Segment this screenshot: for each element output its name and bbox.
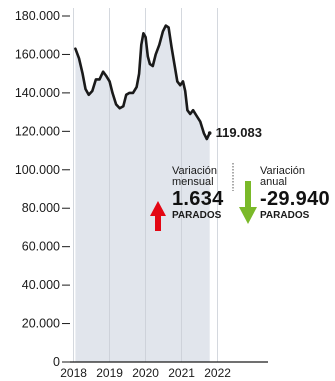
x-tick-label: 2019 [96, 366, 123, 380]
y-tick-label: 140.000 [15, 86, 60, 100]
x-tick-label: 2018 [60, 366, 87, 380]
end-value-label: 119.083 [216, 125, 262, 140]
annual-caption-line1: Variación [260, 165, 306, 177]
y-tick-label: 160.000 [15, 47, 60, 61]
x-tick-label: 2022 [204, 366, 231, 380]
x-tick-label: 2021 [168, 366, 195, 380]
monthly-variation-unit: PARADOS [172, 210, 222, 221]
y-tick-label: 20.000 [22, 317, 60, 331]
series-area-fill [75, 25, 210, 362]
annual-variation-value: -29.940 [260, 188, 330, 210]
monthly-variation-value: 1.634 [172, 188, 224, 210]
annual-caption-line2: anual [260, 176, 287, 188]
x-axis-tick-labels: 2018 2019 2020 2021 2022 [60, 366, 231, 380]
arrow-up-icon [150, 201, 166, 231]
y-tick-label: 60.000 [22, 240, 60, 254]
annual-variation-unit: PARADOS [260, 210, 310, 221]
y-tick-label: 80.000 [22, 201, 60, 215]
y-tick-label: 180.000 [15, 9, 60, 23]
monthly-variation-annotation: Variación mensual 1.634 PARADOS [172, 166, 234, 222]
arrow-down-icon [239, 181, 257, 224]
annual-variation-annotation: Variación anual -29.940 PARADOS [260, 166, 335, 222]
monthly-caption-line1: Variación [172, 165, 218, 177]
y-tick-label: 100.000 [15, 163, 60, 177]
x-tick-label: 2020 [132, 366, 159, 380]
y-axis-tick-labels: 0 20.000 40.000 60.000 80.000 100.000 120.000 1… [15, 9, 70, 369]
series-end-point [207, 131, 212, 135]
series-line [74, 24, 211, 141]
y-tick-label: 120.000 [15, 124, 60, 138]
monthly-caption-line2: mensual [172, 176, 214, 188]
y-tick-label: 0 [53, 355, 60, 369]
gridlines [73, 8, 219, 362]
y-tick-label: 40.000 [22, 278, 60, 292]
